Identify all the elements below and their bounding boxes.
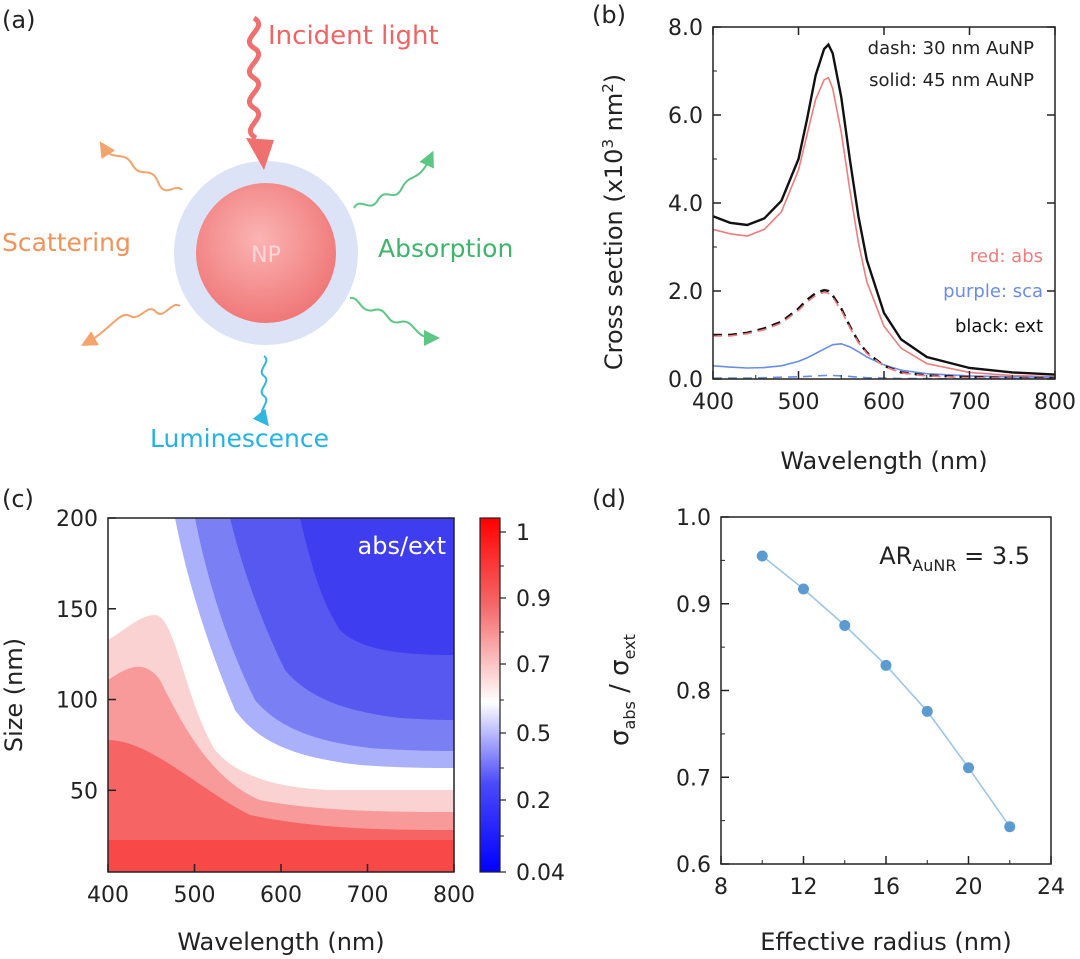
panel-d: (d) 8 12 16 20 24 0.6 0.7 0.8 0.9 1.0 ARAuNR = 3.… bbox=[592, 485, 1065, 956]
panel-d-xtick-label: 16 bbox=[872, 875, 900, 900]
panel-b-xtick-label: 500 bbox=[778, 390, 820, 415]
luminescence-label: Luminescence bbox=[150, 424, 329, 453]
scatter-wave-lower bbox=[80, 303, 181, 346]
panel-d-ytick-label: 0.9 bbox=[676, 593, 711, 618]
panel-d-xlabel: Effective radius (nm) bbox=[760, 928, 1011, 956]
annotation-solid: solid: 45 nm AuNP bbox=[869, 70, 1034, 91]
panel-b: (b) 400 500 600 700 800 0.0 2.0 4.0 6.0 8.0 Wavel… bbox=[592, 1, 1076, 475]
panel-d-marks bbox=[756, 550, 1016, 833]
luminescence-wave bbox=[252, 355, 269, 427]
ratio-line bbox=[761, 555, 1011, 828]
np-label: NP bbox=[251, 243, 281, 268]
incident-light-wave bbox=[246, 15, 262, 141]
panel-b-curves bbox=[713, 42, 1055, 379]
panel-c-xlabel: Wavelength (nm) bbox=[177, 928, 384, 956]
panel-c-xtick-label: 500 bbox=[174, 883, 216, 908]
panel-a: (a) NP Incident light Scattering Absorpt… bbox=[2, 6, 513, 453]
panel-d-ytick-label: 0.7 bbox=[676, 766, 711, 791]
annotation-dash: dash: 30 nm AuNP bbox=[868, 38, 1035, 59]
line-ext45 bbox=[713, 42, 1055, 376]
panel-d-ytick-label: 0.6 bbox=[676, 853, 711, 878]
panel-a-letter: (a) bbox=[2, 6, 35, 34]
ratio-point bbox=[756, 550, 768, 562]
panel-b-ytick-label: 6.0 bbox=[668, 104, 703, 129]
legend-red: red: abs bbox=[970, 246, 1043, 267]
np-core bbox=[196, 183, 336, 323]
panel-b-letter: (b) bbox=[592, 1, 626, 29]
panel-b-ytick-label: 0.0 bbox=[668, 368, 703, 393]
panel-c-ytick-label: 150 bbox=[56, 598, 98, 623]
panel-d-ytick-label: 0.8 bbox=[676, 680, 711, 705]
ratio-point bbox=[880, 659, 892, 671]
colorbar-ticks: 0.04 0.2 0.5 0.7 0.9 1 bbox=[500, 521, 565, 886]
panel-c-ytick-label: 200 bbox=[56, 507, 98, 532]
panel-c-xtick-label: 800 bbox=[433, 883, 475, 908]
ratio-point bbox=[798, 583, 809, 595]
panel-d-xtick-label: 12 bbox=[790, 875, 818, 900]
panel-d-ylabel: σabs / σext bbox=[605, 634, 639, 746]
incident-arrow-head bbox=[246, 138, 274, 170]
ratio-point bbox=[921, 705, 933, 717]
legend-purple: purple: sca bbox=[943, 281, 1043, 302]
panel-c-xtick-label: 400 bbox=[87, 883, 129, 908]
panel-c-ticks: 400 500 600 700 800 50 100 150 200 bbox=[56, 507, 475, 908]
legend-black: black: ext bbox=[955, 316, 1043, 337]
panel-c-letter: (c) bbox=[2, 485, 34, 513]
panel-b-ytick-label: 8.0 bbox=[668, 16, 703, 41]
scattering-label: Scattering bbox=[2, 228, 131, 257]
panel-b-xtick-label: 700 bbox=[949, 390, 991, 415]
panel-d-letter: (d) bbox=[592, 485, 626, 513]
panel-d-xtick-label: 20 bbox=[955, 875, 983, 900]
panel-d-xtick-label: 8 bbox=[714, 875, 728, 900]
colorbar-tick-label: 0.7 bbox=[516, 653, 551, 678]
panel-b-xlabel: Wavelength (nm) bbox=[780, 447, 987, 475]
ratio-point bbox=[1004, 821, 1016, 833]
panel-b-ytick-label: 4.0 bbox=[668, 192, 703, 217]
panel-c: (c) 400 500 600 700 800 50 100 150 200 abs/ext W… bbox=[0, 485, 565, 956]
panel-c-ytick-label: 100 bbox=[56, 689, 98, 714]
heatmap bbox=[108, 518, 454, 872]
panel-d-xtick-label: 24 bbox=[1037, 875, 1065, 900]
panel-b-xtick-label: 600 bbox=[863, 390, 905, 415]
panel-c-xtick-label: 600 bbox=[260, 883, 302, 908]
panel-d-annotation: ARAuNR = 3.5 bbox=[879, 542, 1030, 575]
line-abs30 bbox=[713, 291, 1055, 379]
ratio-point bbox=[963, 762, 974, 774]
line-sca45 bbox=[713, 342, 1055, 378]
absorption-wave-lower bbox=[349, 296, 440, 346]
panel-b-ytick-label: 2.0 bbox=[668, 280, 703, 305]
heatmap-label: abs/ext bbox=[358, 532, 447, 560]
ratio-point bbox=[839, 619, 851, 631]
colorbar-tick-label: 1 bbox=[516, 521, 530, 546]
panel-d-ytick-label: 1.0 bbox=[676, 506, 711, 531]
colorbar-tick-label: 0.9 bbox=[516, 587, 551, 612]
heatmap-blue-core bbox=[300, 518, 454, 655]
colorbar-tick-label: 0.2 bbox=[516, 789, 551, 814]
panel-c-ytick-label: 50 bbox=[70, 779, 98, 804]
colorbar-tick-label: 0.5 bbox=[516, 722, 551, 747]
panel-b-ylabel: Cross section (x103 nm2) bbox=[599, 74, 628, 370]
panel-d-ticks: 8 12 16 20 24 0.6 0.7 0.8 0.9 1.0 bbox=[676, 506, 1065, 900]
heatmap-red bbox=[108, 740, 454, 872]
line-abs45 bbox=[713, 76, 1055, 378]
colorbar-tick-label: 0.04 bbox=[516, 861, 565, 886]
panel-b-xtick-label: 400 bbox=[692, 390, 734, 415]
panel-c-xtick-label: 700 bbox=[347, 883, 389, 908]
colorbar bbox=[479, 517, 501, 873]
panel-b-ticks: 400 500 600 700 800 0.0 2.0 4.0 6.0 8.0 bbox=[668, 16, 1076, 415]
panel-b-xtick-label: 800 bbox=[1034, 390, 1076, 415]
absorption-label: Absorption bbox=[378, 234, 513, 263]
scatter-wave-upper bbox=[99, 141, 183, 192]
absorption-wave-upper bbox=[353, 150, 434, 209]
panel-c-ylabel: Size (nm) bbox=[0, 638, 28, 752]
incident-light-label: Incident light bbox=[268, 21, 439, 51]
